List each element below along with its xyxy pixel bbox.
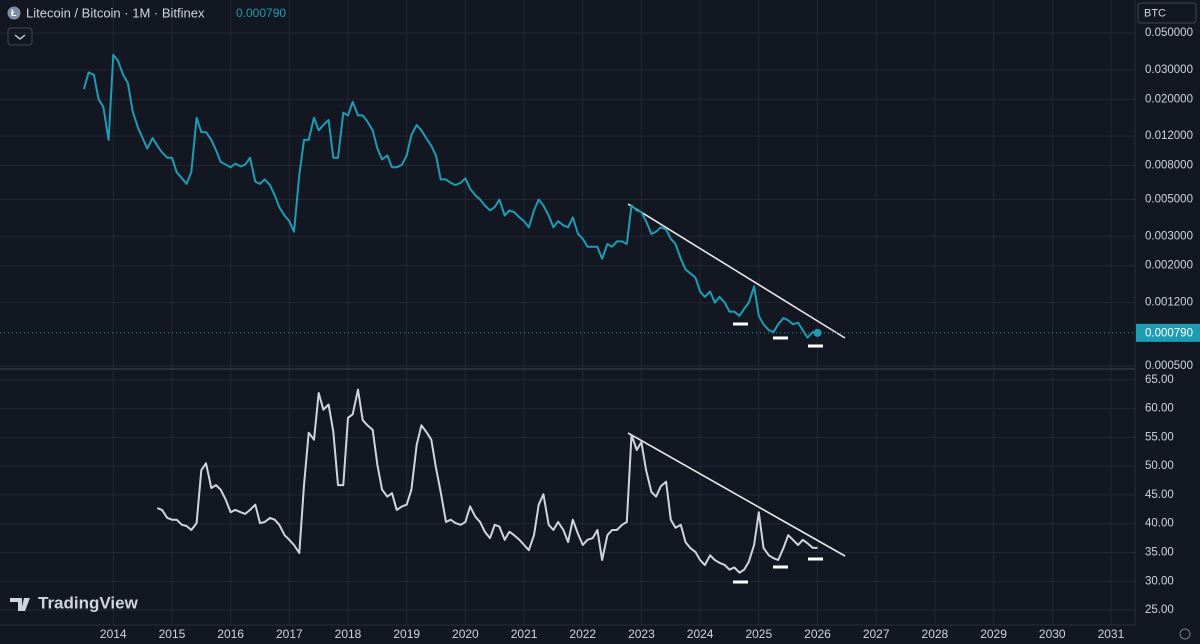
x-tick-label: 2022 [569, 627, 596, 641]
x-tick-label: 2020 [452, 627, 479, 641]
coin-icon [7, 6, 21, 20]
y-tick-label: 35.00 [1145, 547, 1174, 559]
brand-name: TradingView [38, 593, 139, 612]
symbol-title: Litecoin / Bitcoin · 1M · Bitfinex [26, 5, 205, 20]
series-line [156, 388, 818, 574]
grid [0, 0, 1135, 625]
y-tick-label: 0.003000 [1145, 230, 1193, 242]
last-price-label: 0.000790 [1145, 327, 1193, 339]
x-tick-label: 2026 [804, 627, 831, 641]
x-tick-label: 2014 [100, 627, 127, 641]
header-price: 0.000790 [236, 6, 286, 20]
y-tick-label: 0.002000 [1145, 260, 1193, 272]
x-tick-label: 2029 [980, 627, 1007, 641]
trend-line [627, 432, 846, 557]
y-tick-label: 0.000500 [1145, 360, 1193, 372]
last-price-box [1136, 323, 1200, 342]
trend-line [627, 203, 846, 339]
y-tick-label: 40.00 [1145, 518, 1174, 530]
series-line [82, 53, 818, 339]
y-tick-label: 0.005000 [1145, 193, 1193, 205]
x-tick-label: 2015 [159, 627, 186, 641]
chevron-icon [14, 34, 26, 40]
x-tick-label: 2021 [511, 627, 538, 641]
y-tick-label: 0.012000 [1145, 130, 1193, 142]
y-tick-label: 0.050000 [1145, 27, 1193, 39]
y-tick-label: 0.008000 [1145, 160, 1193, 172]
x-tick-label: 2024 [687, 627, 714, 641]
y-tick-label: 65.00 [1145, 374, 1174, 386]
currency-label: BTC [1144, 7, 1166, 19]
y-tick-label: 50.00 [1145, 460, 1174, 472]
x-tick-label: 2025 [745, 627, 772, 641]
settings-icon[interactable] [1179, 628, 1191, 640]
x-tick-label: 2030 [1039, 627, 1066, 641]
last-point [813, 328, 822, 337]
x-tick-label: 2028 [922, 627, 949, 641]
y-tick-label: 0.030000 [1145, 64, 1193, 76]
x-tick-label: 2019 [393, 627, 420, 641]
x-tick-label: 2027 [863, 627, 890, 641]
brand-icon [10, 598, 30, 611]
coin-icon-glyph: Ł [11, 8, 17, 18]
x-tick-label: 2023 [628, 627, 655, 641]
currency-box[interactable] [1137, 2, 1197, 24]
low-markers [733, 322, 823, 584]
y-tick-label: 55.00 [1145, 431, 1174, 443]
collapse-button[interactable] [7, 27, 33, 46]
y-tick-label: 25.00 [1145, 604, 1174, 616]
y-tick-label: 0.020000 [1145, 93, 1193, 105]
y-tick-label: 45.00 [1145, 489, 1174, 501]
y-tick-label: 30.00 [1145, 575, 1174, 587]
x-tick-label: 2016 [217, 627, 244, 641]
brand-logo [10, 598, 30, 611]
y-tick-label: 0.001200 [1145, 297, 1193, 309]
x-tick-label: 2017 [276, 627, 303, 641]
x-tick-label: 2018 [335, 627, 362, 641]
y-tick-label: 60.00 [1145, 403, 1174, 415]
x-tick-label: 2031 [1098, 627, 1125, 641]
